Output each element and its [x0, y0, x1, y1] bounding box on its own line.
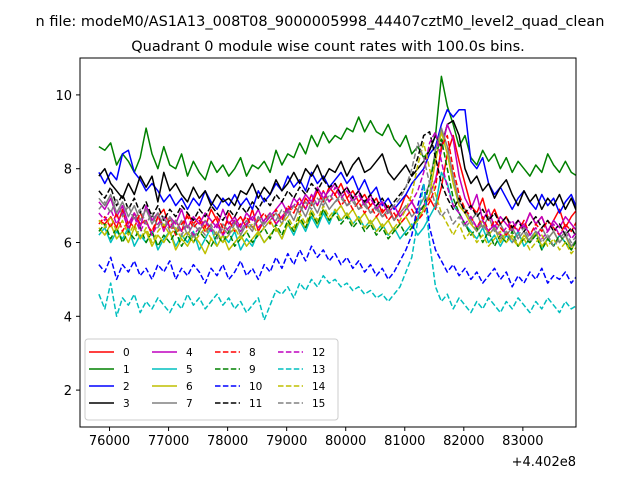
x-tick-label: 79000 — [266, 434, 307, 449]
x-tick-label: 78000 — [207, 434, 248, 449]
legend-label-11: 11 — [249, 398, 262, 410]
series-line-8 — [98, 134, 576, 236]
series-line-14 — [98, 142, 576, 255]
figure-suptitle: n file: modeM0/AS1A13_008T08_9000005998_… — [36, 14, 605, 30]
legend-label-9: 9 — [249, 364, 256, 376]
x-tick-label: 76000 — [89, 434, 130, 449]
x-tick-label: 80000 — [325, 434, 366, 449]
legend-label-0: 0 — [123, 347, 130, 359]
x-tick-label: 81000 — [384, 434, 425, 449]
y-tick-label: 10 — [55, 89, 72, 104]
series-line-12 — [98, 131, 576, 240]
series-line-2 — [98, 108, 576, 214]
legend-label-5: 5 — [186, 364, 193, 376]
legend-label-10: 10 — [249, 381, 262, 393]
legend-label-8: 8 — [249, 347, 256, 359]
legend-label-3: 3 — [123, 398, 130, 410]
legend-label-6: 6 — [186, 381, 193, 393]
y-tick-label: 4 — [64, 310, 72, 325]
legend-frame — [84, 338, 339, 421]
legend-label-12: 12 — [312, 347, 325, 359]
series-line-9 — [98, 138, 576, 251]
plot-area: 76000 77000 78000 79000 80000 81000 82000 83000… — [55, 57, 577, 470]
x-offset-label: +4.402e8 — [512, 455, 576, 470]
series-line-11 — [98, 131, 576, 239]
series-line-1 — [98, 75, 576, 181]
chart-title: Quadrant 0 module wise count rates with … — [131, 39, 525, 55]
x-axis: 76000 77000 78000 79000 80000 81000 82000 83000 — [89, 427, 544, 449]
legend-label-2: 2 — [123, 381, 130, 393]
x-tick-label: 77000 — [148, 434, 189, 449]
y-tick-label: 2 — [64, 384, 72, 399]
legend-label-1: 1 — [123, 364, 130, 376]
legend-label-14: 14 — [312, 381, 326, 393]
x-tick-label: 83000 — [502, 434, 543, 449]
legend-label-4: 4 — [186, 347, 193, 359]
y-tick-label: 6 — [64, 237, 72, 252]
legend-label-7: 7 — [186, 398, 193, 410]
series-line-10 — [98, 182, 576, 288]
y-axis: 2 4 6 8 10 — [55, 89, 80, 399]
series-line-13 — [98, 182, 576, 321]
x-tick-label: 82000 — [443, 434, 484, 449]
legend-label-15: 15 — [312, 398, 325, 410]
series-line-3 — [98, 119, 576, 213]
y-tick-label: 8 — [64, 163, 72, 178]
legend-label-13: 13 — [312, 364, 325, 376]
series-layer — [98, 75, 576, 321]
series-line-15 — [98, 142, 576, 247]
